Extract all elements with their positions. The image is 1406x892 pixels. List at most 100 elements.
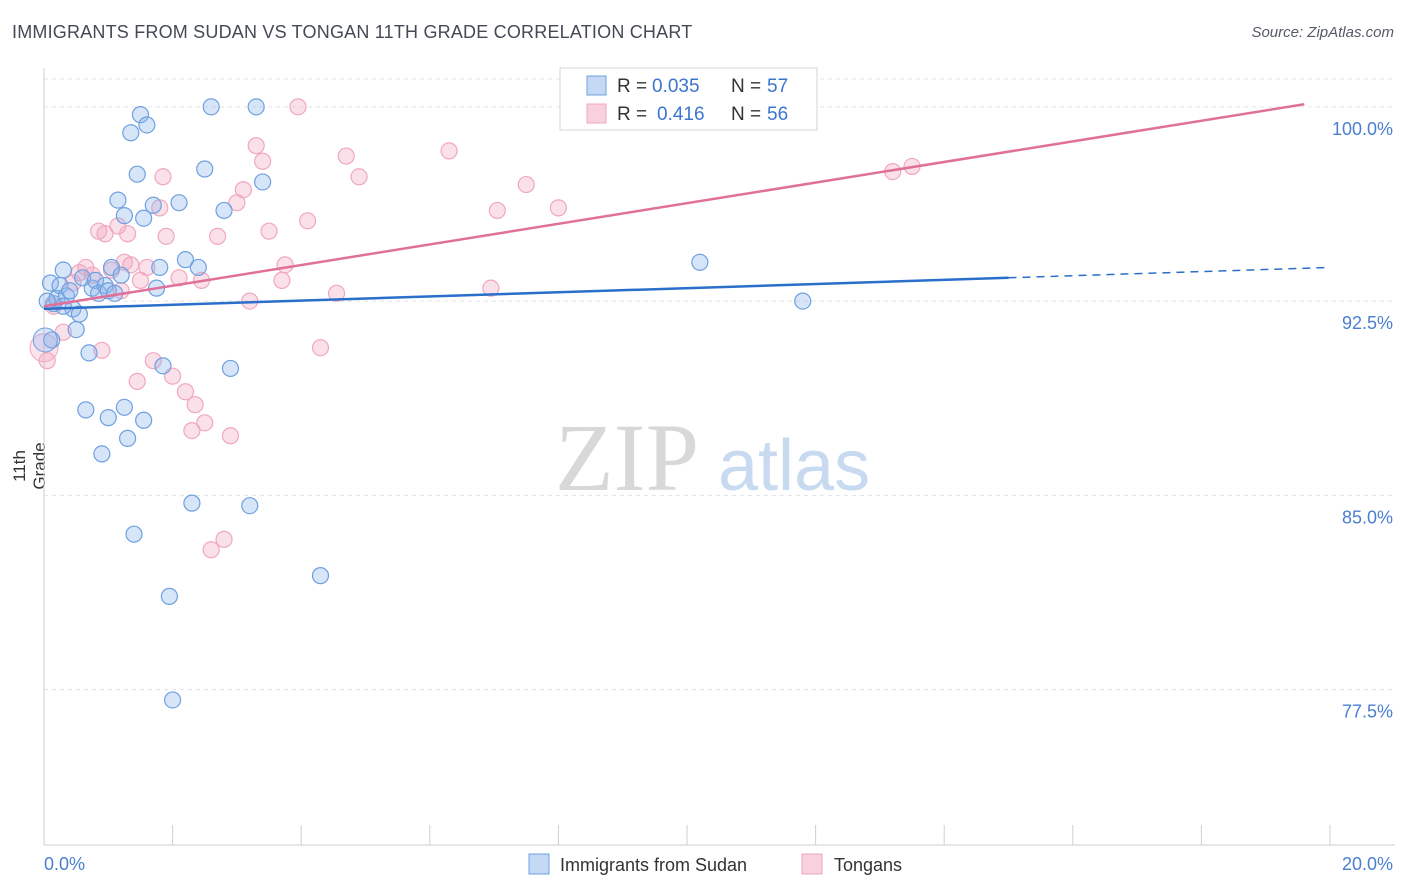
sudan-point [196, 160, 214, 178]
sudan-point [112, 266, 130, 284]
watermark-zip: ZIP [555, 404, 699, 511]
sudan-point [241, 497, 259, 515]
tongans-point [138, 258, 156, 277]
sudan-point [54, 261, 72, 279]
sudan-point [70, 305, 88, 323]
tongans-point [276, 256, 294, 274]
sudan-point [43, 331, 61, 349]
sudan-point [109, 191, 127, 209]
sudan-point [118, 429, 137, 447]
tongans-point [247, 137, 265, 155]
sudan-point [125, 525, 143, 543]
sudan-point [176, 251, 195, 269]
sudan-point [254, 173, 272, 191]
tongans-point [234, 181, 252, 199]
sudan-point [794, 292, 812, 310]
sudan-point [215, 201, 233, 220]
sudan-point [131, 106, 150, 124]
tongans-point [327, 284, 346, 302]
tongans-point [488, 201, 506, 220]
tongans-point [337, 147, 355, 165]
tongans-point [260, 222, 278, 240]
chart-source: Source: ZipAtlas.com [1251, 24, 1394, 41]
sudan-point-large [32, 327, 58, 353]
grid-lines [44, 78, 1395, 691]
y-tick-label: 100.0% [1332, 119, 1393, 139]
stats-sudan-swatch [586, 75, 607, 96]
tongans-point [311, 339, 330, 357]
tongans-point [202, 541, 220, 559]
tongans-point [154, 168, 172, 186]
tongans-point [144, 352, 162, 370]
sudan-trend-extension [1008, 266, 1331, 279]
tongans-point [196, 414, 214, 432]
sudan-point [138, 116, 156, 134]
tongans-point [93, 341, 111, 359]
stats-sudan-n-label: N = [731, 76, 761, 97]
tongans-point [350, 168, 368, 186]
sudan-point [311, 567, 330, 585]
stats-tongans-r-value: 0.416 [657, 104, 705, 125]
tongans-point [289, 98, 307, 116]
sudan-point [122, 124, 140, 142]
tongans-point [128, 372, 146, 390]
tongans-point [157, 227, 175, 245]
tongans-point [517, 175, 535, 194]
sudan-point [154, 357, 172, 375]
stats-tongans-n-label: N = [731, 104, 761, 125]
tongans-point [440, 142, 458, 160]
chart-title: IMMIGRANTS FROM SUDAN VS TONGAN 11TH GRA… [12, 22, 693, 42]
tongans-point [96, 225, 114, 243]
sudan-point [247, 98, 265, 116]
tongans-point [221, 427, 240, 445]
stats-box: R = 0.035 N = 57 R = 0.416 N = 56 [559, 67, 818, 131]
sudan-point [170, 194, 188, 212]
sudan-point [189, 258, 207, 277]
sudan-point [221, 359, 240, 378]
tongans-point [83, 266, 101, 284]
tongans-point-large [29, 333, 59, 363]
stats-tongans-n-value: 56 [767, 104, 788, 125]
sudan-point [67, 320, 85, 339]
sudan-point [160, 587, 178, 605]
tongans-point [176, 383, 195, 401]
sudan-point [86, 271, 105, 289]
sudan-point [164, 691, 182, 709]
tongans-point [186, 396, 204, 414]
sudan-point [80, 344, 98, 362]
sudan-point [61, 282, 79, 300]
sudan-point [99, 409, 117, 427]
tongans-point [215, 530, 233, 548]
stats-tongans-swatch [586, 103, 607, 124]
y-tick-label: 77.5% [1342, 702, 1393, 722]
sudan-point [128, 165, 146, 183]
stats-tongans-r-label: R = [617, 104, 647, 125]
tongans-point [299, 212, 317, 230]
tongans-point [549, 199, 568, 217]
sudan-point [183, 494, 201, 512]
sudan-point [151, 258, 169, 277]
watermark-atlas: atlas [718, 426, 870, 506]
legend-sudan-label: Immigrants from Sudan [560, 855, 747, 875]
sudan-trend-line [43, 276, 1009, 311]
tongans-point [118, 225, 137, 243]
watermark: ZIP atlas [555, 404, 870, 511]
sudan-point [691, 253, 709, 271]
tongans-point [183, 422, 201, 440]
sudan-point [93, 445, 111, 463]
tongans-trend-line [43, 103, 1305, 308]
sudan-point [54, 297, 72, 315]
sudan-point [41, 274, 60, 292]
sudan-point [202, 98, 220, 116]
legend: Immigrants from Sudan Tongans [528, 853, 902, 875]
sudan-point [135, 411, 153, 429]
legend-tongans-label: Tongans [834, 855, 902, 875]
legend-tongans-swatch [801, 853, 823, 875]
stats-sudan-r-label: R = [617, 76, 647, 97]
sudan-point [135, 209, 153, 227]
x-tick-label: 0.0% [44, 854, 85, 874]
stats-sudan-n-value: 57 [767, 76, 788, 97]
axes [43, 68, 1395, 846]
stats-sudan-r-value: 0.035 [652, 76, 700, 97]
tongans-point [254, 152, 272, 170]
